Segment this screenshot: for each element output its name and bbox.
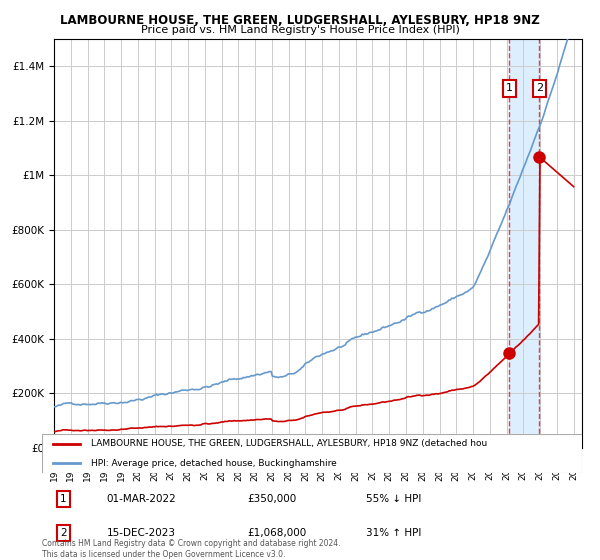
Text: HPI: Average price, detached house, Buckinghamshire: HPI: Average price, detached house, Buck… (91, 459, 337, 468)
FancyBboxPatch shape (42, 434, 582, 473)
Bar (509, 39, 539, 448)
Text: 1: 1 (60, 494, 67, 504)
Text: £1,068,000: £1,068,000 (247, 528, 307, 538)
Text: LAMBOURNE HOUSE, THE GREEN, LUDGERSHALL, AYLESBURY, HP18 9NZ (detached hou: LAMBOURNE HOUSE, THE GREEN, LUDGERSHALL,… (91, 439, 487, 449)
Text: 15-DEC-2023: 15-DEC-2023 (107, 528, 176, 538)
Text: 2: 2 (536, 83, 543, 94)
Text: 55% ↓ HPI: 55% ↓ HPI (366, 494, 421, 504)
Text: LAMBOURNE HOUSE, THE GREEN, LUDGERSHALL, AYLESBURY, HP18 9NZ: LAMBOURNE HOUSE, THE GREEN, LUDGERSHALL,… (60, 14, 540, 27)
Text: 2: 2 (60, 528, 67, 538)
Text: 01-MAR-2022: 01-MAR-2022 (107, 494, 176, 504)
Text: 1: 1 (506, 83, 513, 94)
Text: £350,000: £350,000 (247, 494, 296, 504)
Text: 31% ↑ HPI: 31% ↑ HPI (366, 528, 421, 538)
Text: Price paid vs. HM Land Registry's House Price Index (HPI): Price paid vs. HM Land Registry's House … (140, 25, 460, 35)
Text: Contains HM Land Registry data © Crown copyright and database right 2024.
This d: Contains HM Land Registry data © Crown c… (42, 539, 341, 559)
